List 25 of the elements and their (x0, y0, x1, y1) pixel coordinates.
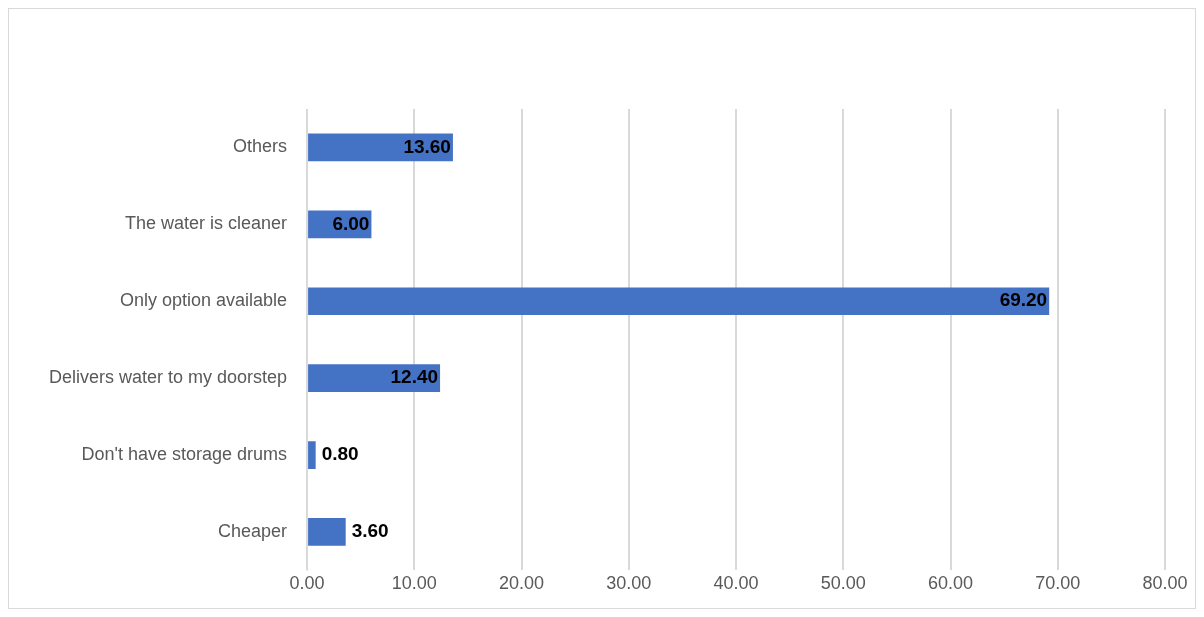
data-label: 13.60 (403, 135, 451, 157)
bar (308, 364, 441, 392)
y-tick-label: Cheaper (218, 520, 288, 541)
data-label: 12.40 (390, 366, 439, 388)
x-tick-label: 70.00 (1035, 573, 1081, 594)
y-tick-label: The water is cleaner (125, 213, 288, 234)
data-label: 3.60 (351, 520, 389, 542)
data-label: 69.20 (999, 289, 1048, 311)
x-tick-label: 20.00 (499, 573, 545, 594)
x-tick-label: 10.00 (391, 573, 437, 594)
y-tick-label: Delivers water to my doorstep (48, 367, 288, 388)
bar (308, 518, 346, 546)
y-tick-label: Only option available (119, 290, 288, 311)
x-tick-label: 50.00 (820, 573, 866, 594)
data-label: 6.00 (332, 212, 370, 234)
x-tick-label: 80.00 (1142, 573, 1188, 594)
bar (308, 287, 1050, 316)
y-tick-label: Others (233, 136, 288, 157)
data-label: 0.80 (321, 443, 359, 465)
bar (308, 441, 316, 469)
x-tick-label: 60.00 (928, 573, 974, 594)
x-tick-label: 40.00 (713, 573, 759, 594)
x-tick-label: 30.00 (606, 573, 652, 594)
x-tick-label: 0.00 (289, 573, 325, 594)
y-tick-label: Don't have storage drums (81, 444, 288, 465)
